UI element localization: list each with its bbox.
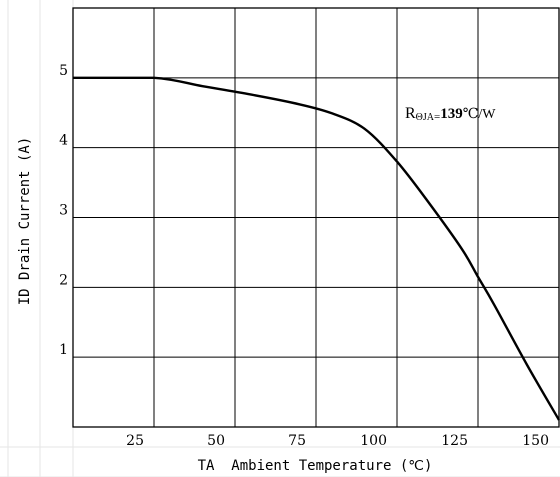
annotation-value: 139 (440, 106, 463, 122)
drain-current-curve (73, 76, 560, 421)
annotation-subscript: ΘJA (416, 112, 435, 123)
x-axis-label: TA Ambient Temperature (℃) (198, 458, 433, 474)
annotation-main: R (405, 105, 416, 122)
annotation-equals: = (434, 111, 440, 123)
plot-grid (73, 8, 559, 427)
y-tick-label: 5 (59, 63, 68, 79)
y-tick-label: 2 (59, 272, 68, 288)
plot-frame (72, 7, 560, 428)
annotation-unit: ℃/W (463, 107, 497, 122)
y-tick-label: 4 (59, 133, 68, 149)
x-tick-label: 50 (207, 433, 225, 449)
y-tick-label: 1 (59, 342, 68, 358)
y-axis-label: ID Drain Current (A) (17, 137, 33, 306)
x-tick-label: 100 (360, 433, 387, 449)
x-tick-labels: 25 50 75 100 125 150 (126, 433, 549, 449)
x-tick-label: 150 (522, 433, 549, 449)
y-tick-label: 3 (59, 203, 68, 219)
y-tick-labels: 1 2 3 4 5 (59, 63, 68, 358)
x-tick-label: 75 (288, 433, 306, 449)
thermal-resistance-annotation: RΘJA=139℃/W (405, 105, 496, 123)
x-tick-label: 125 (441, 433, 468, 449)
x-tick-label: 25 (126, 433, 144, 449)
